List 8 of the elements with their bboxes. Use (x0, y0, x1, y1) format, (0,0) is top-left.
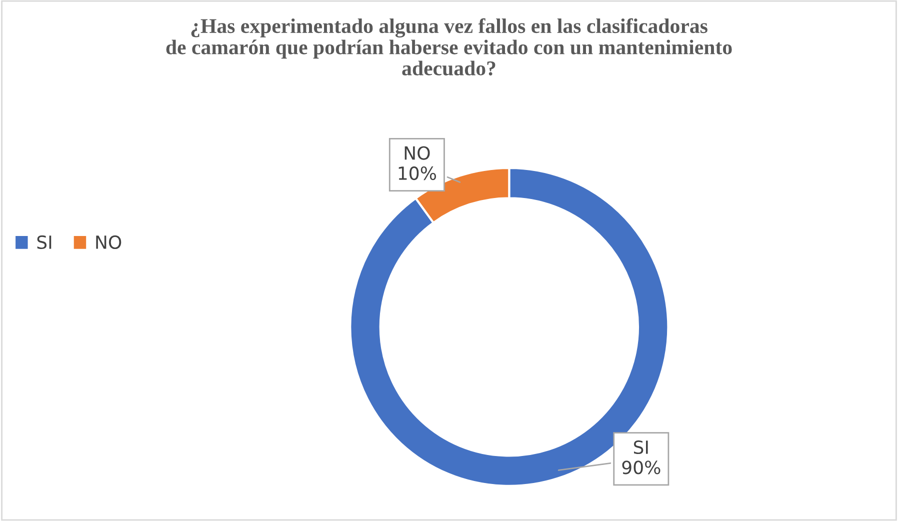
data-label: 10% (398, 166, 436, 180)
legend-label: SI (37, 235, 52, 250)
chart-title: ¿Has experimentado alguna vez fallos en las clasificadoras de camarón que podrían haberse evitado con un mantenimiento adecuado? (166, 18, 732, 76)
donut-slice (349, 166, 670, 487)
slice-label: NO (404, 146, 430, 160)
data-label: 90% (622, 460, 660, 474)
slice-label: SI (634, 440, 648, 454)
legend-label: NO (96, 235, 122, 250)
